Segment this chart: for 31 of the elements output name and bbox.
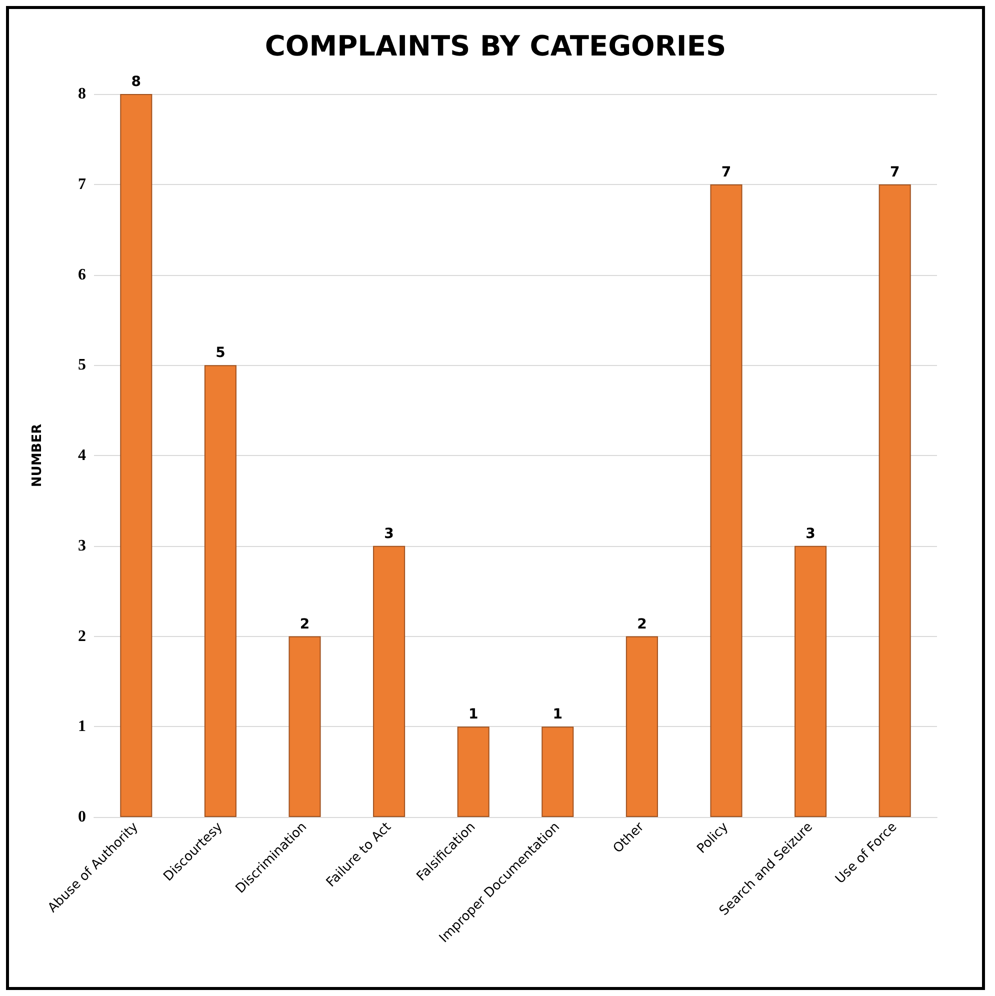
data-label: 8 xyxy=(131,74,142,90)
bar xyxy=(288,636,321,817)
data-label: 5 xyxy=(216,345,226,362)
data-label: 2 xyxy=(637,616,647,632)
y-tick-label: 7 xyxy=(78,176,86,193)
chart-title: COMPLAINTS BY CATEGORIES xyxy=(264,30,726,62)
y-axis-title: NUMBER xyxy=(30,424,45,488)
data-label: 7 xyxy=(721,164,732,180)
y-tick-label: 2 xyxy=(78,628,86,645)
data-label: 3 xyxy=(806,526,816,542)
bar xyxy=(120,94,152,817)
y-tick-label: 1 xyxy=(78,718,86,736)
y-tick-label: 0 xyxy=(78,808,86,826)
data-label: 7 xyxy=(890,164,900,180)
y-tick-label: 5 xyxy=(78,356,86,374)
bar xyxy=(373,546,406,817)
y-tick-label: 3 xyxy=(78,537,86,554)
bar xyxy=(878,184,911,817)
data-label: 3 xyxy=(384,526,394,542)
bar xyxy=(626,636,658,817)
bar xyxy=(204,365,236,817)
data-label: 1 xyxy=(552,706,563,723)
y-tick-label: 4 xyxy=(78,447,86,464)
data-label: 1 xyxy=(468,706,478,723)
data-label: 2 xyxy=(300,616,310,632)
bar xyxy=(710,184,742,817)
bar xyxy=(542,726,574,817)
y-tick-label: 6 xyxy=(78,266,86,284)
y-tick-label: 8 xyxy=(78,86,86,102)
bar xyxy=(457,726,490,817)
bar xyxy=(794,546,827,817)
